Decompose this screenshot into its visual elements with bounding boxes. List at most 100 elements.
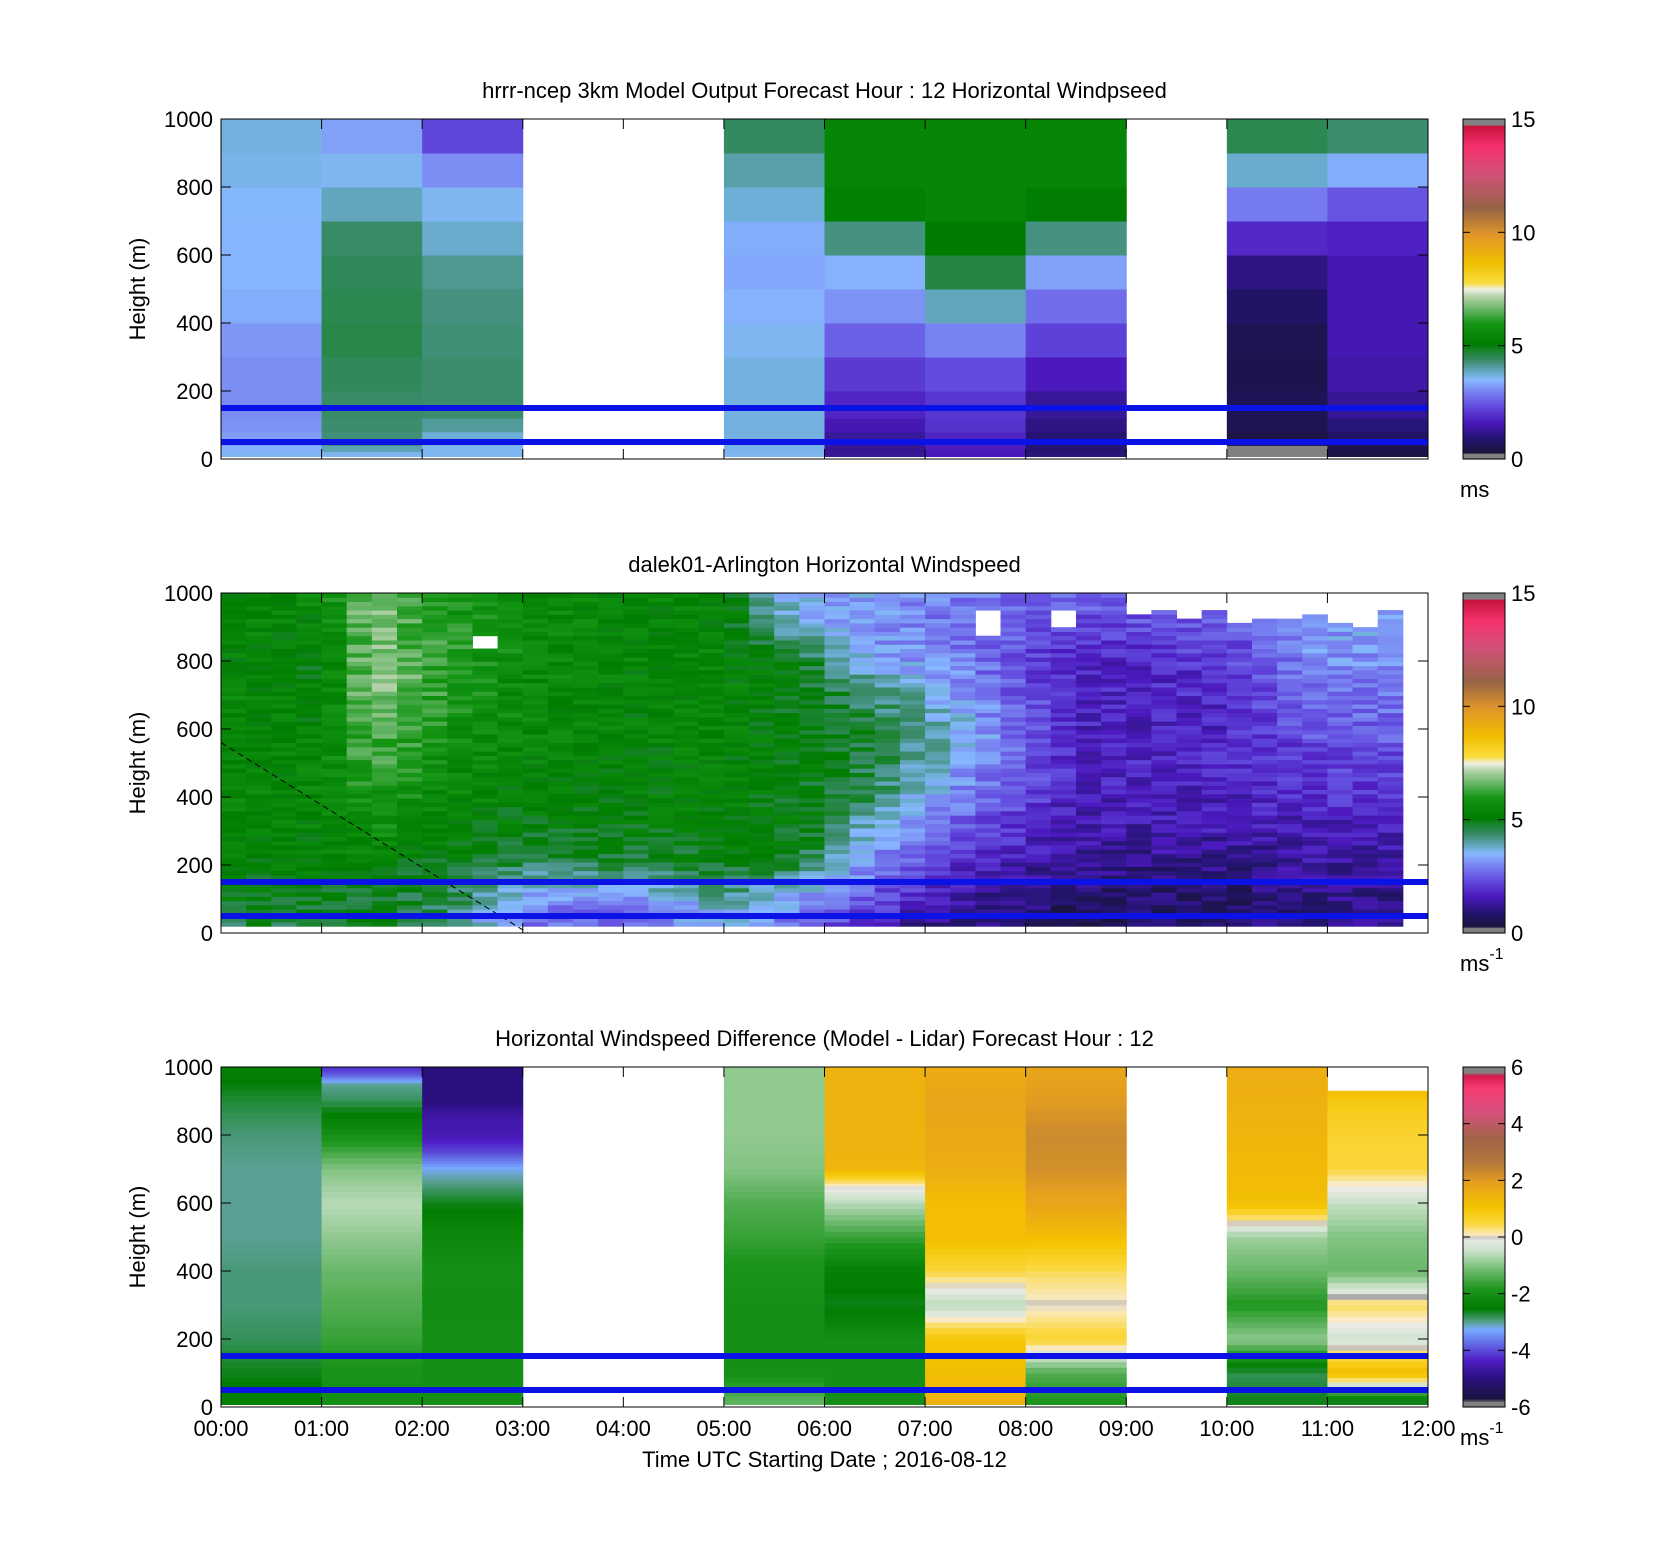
colorbar-swatch (1463, 747, 1505, 750)
heatmap-cell (497, 823, 524, 829)
heatmap-cell (799, 746, 825, 752)
heatmap-cell (296, 635, 323, 641)
colorbar-swatch (1463, 917, 1505, 920)
heatmap-cell (925, 657, 951, 662)
heatmap-cell (950, 862, 976, 867)
heatmap-cell (623, 738, 649, 744)
heatmap-cell (1000, 631, 1027, 637)
heatmap-cell (573, 695, 599, 701)
heatmap-cell (1050, 648, 1077, 654)
heatmap-cell (925, 674, 951, 679)
colorbar-swatch (1463, 443, 1505, 446)
heatmap-cell (799, 755, 825, 761)
heatmap-cell (1327, 1090, 1429, 1093)
heatmap-cell (321, 682, 348, 688)
heatmap-cell (774, 785, 800, 791)
colorbar-swatch (1463, 1357, 1505, 1360)
heatmap-cell (1050, 746, 1077, 752)
heatmap-cell (1050, 631, 1077, 637)
heatmap-cell (547, 652, 574, 658)
heatmap-cell (975, 644, 1002, 650)
heatmap-cell (824, 738, 851, 744)
heatmap-cell (522, 857, 549, 863)
heatmap-column (1277, 618, 1303, 927)
heatmap-cell (1251, 657, 1278, 662)
heatmap-cell (648, 751, 675, 756)
colorbar-swatch (1463, 421, 1505, 424)
x-tick-label: 00:00 (193, 1416, 248, 1441)
heatmap-cell (371, 772, 398, 778)
heatmap-cell (573, 678, 599, 684)
heatmap-cell (321, 1225, 423, 1232)
heatmap-cell (723, 725, 750, 731)
colorbar-swatch (1463, 1297, 1505, 1300)
heatmap-cell (573, 605, 599, 611)
heatmap-column (975, 593, 1002, 927)
heatmap-cell (472, 742, 499, 748)
heatmap-cell (774, 597, 800, 603)
heatmap-cell (346, 845, 373, 850)
heatmap-cell (1201, 802, 1228, 808)
heatmap-cell (1000, 635, 1027, 641)
heatmap-cell (824, 1282, 926, 1289)
colorbar-swatch (1463, 915, 1505, 918)
colorbar-swatch (1463, 1375, 1505, 1378)
heatmap-cell (271, 597, 297, 603)
heatmap-cell (522, 772, 549, 778)
heatmap-cell (849, 657, 876, 662)
heatmap-cell (1025, 742, 1052, 748)
heatmap-cell (774, 610, 800, 615)
heatmap-cell (1176, 665, 1203, 671)
heatmap-cell (1277, 815, 1303, 820)
heatmap-column (1050, 593, 1077, 927)
heatmap-cell (321, 1073, 423, 1076)
heatmap-cell (849, 725, 876, 731)
heatmap-cell (246, 785, 272, 791)
heatmap-cell (925, 1157, 1027, 1164)
heatmap-cell (824, 708, 851, 714)
heatmap-cell (874, 900, 901, 906)
heatmap-cell (321, 1377, 423, 1383)
heatmap-cell (799, 849, 825, 855)
heatmap-cell (1075, 793, 1102, 799)
heatmap-cell (1251, 725, 1278, 731)
heatmap-cell (824, 798, 851, 803)
heatmap-cell (1277, 678, 1303, 684)
heatmap-cell (573, 751, 599, 756)
heatmap-cell (1201, 763, 1228, 769)
heatmap-cell (271, 827, 297, 833)
colorbar-swatch (1463, 187, 1505, 190)
heatmap-cell (1377, 738, 1404, 744)
heatmap-cell (422, 1191, 524, 1195)
heatmap-cell (623, 870, 649, 876)
heatmap-cell (1277, 686, 1303, 692)
heatmap-cell (598, 776, 624, 782)
heatmap-cell (1075, 635, 1102, 641)
heatmap-cell (1000, 695, 1027, 701)
heatmap-cell (1025, 857, 1052, 863)
colorbar-swatch (1463, 1211, 1505, 1214)
heatmap-cell (1377, 716, 1404, 722)
heatmap-cell (397, 627, 423, 632)
heatmap-cell (573, 721, 599, 726)
heatmap-cell (723, 1214, 825, 1221)
heatmap-cell (698, 618, 725, 624)
heatmap-cell (371, 695, 398, 701)
heatmap-cell (899, 768, 926, 773)
heatmap-cell (321, 391, 423, 419)
colorbar-swatch (1463, 175, 1505, 178)
heatmap-cell (397, 665, 423, 671)
heatmap-cell (1126, 627, 1152, 632)
heatmap-cell (321, 887, 348, 893)
heatmap-cell (598, 840, 624, 846)
heatmap-cell (598, 857, 624, 863)
heatmap-cell (397, 686, 423, 692)
heatmap-cell (648, 618, 675, 624)
heatmap-cell (723, 187, 825, 222)
heatmap-cell (1327, 622, 1354, 628)
heatmap-cell (899, 853, 926, 859)
heatmap-cell (1151, 836, 1178, 842)
heatmap-cell (1327, 798, 1354, 803)
heatmap-cell (271, 674, 297, 679)
heatmap-cell (422, 1177, 524, 1181)
